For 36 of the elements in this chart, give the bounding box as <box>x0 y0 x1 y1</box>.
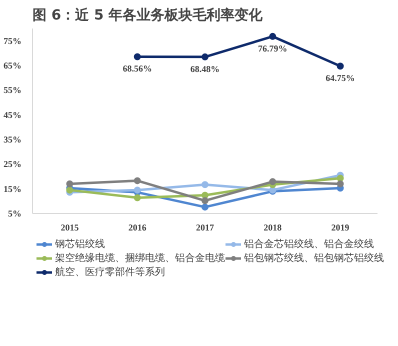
point <box>336 180 344 188</box>
point <box>336 62 344 70</box>
x-tick-label: 2016 <box>128 222 147 232</box>
x-tick-label: 2015 <box>60 222 80 232</box>
point <box>336 174 344 182</box>
legend-label: 铝合金芯铝绞线、铝合金绞线 <box>244 238 374 251</box>
x-tick-label: 2017 <box>196 222 214 232</box>
data-label: 64.75% <box>326 73 355 84</box>
x-tick-label: 2019 <box>331 222 350 232</box>
legend-label: 钢芯铝绞线 <box>55 238 105 251</box>
y-tick-label: 15% <box>4 184 22 194</box>
point <box>134 53 141 60</box>
data-label: 68.56% <box>122 64 152 74</box>
legend-label: 架空绝缘电缆、捆绑电缆、铝合金电缆 <box>55 252 225 265</box>
legend-label: 航空、医疗零部件等系列 <box>55 266 165 279</box>
legend-label: 铝包钢芯绞线、铝包钢芯铝绞线 <box>244 252 384 265</box>
y-tick-label: 75% <box>4 36 22 46</box>
x-tick-label: 2018 <box>264 222 282 232</box>
point <box>134 194 141 202</box>
y-tick-label: 55% <box>4 85 22 96</box>
point <box>202 181 208 188</box>
point <box>134 177 141 184</box>
y-tick-label: 35% <box>4 134 22 144</box>
point <box>269 32 276 40</box>
y-tick-label: 5% <box>8 208 22 218</box>
data-label: 68.48% <box>190 64 220 74</box>
point <box>66 180 74 188</box>
point <box>269 178 276 186</box>
point <box>202 197 208 204</box>
y-tick-label: 45% <box>4 110 22 120</box>
chart-title: 图 6：近 5 年各业务板块毛利率变化 <box>32 6 264 24</box>
y-tick-label: 65% <box>4 60 22 70</box>
data-label: 76.79% <box>258 43 288 54</box>
point <box>202 53 208 60</box>
y-tick-label: 25% <box>4 159 22 170</box>
point <box>202 204 208 211</box>
